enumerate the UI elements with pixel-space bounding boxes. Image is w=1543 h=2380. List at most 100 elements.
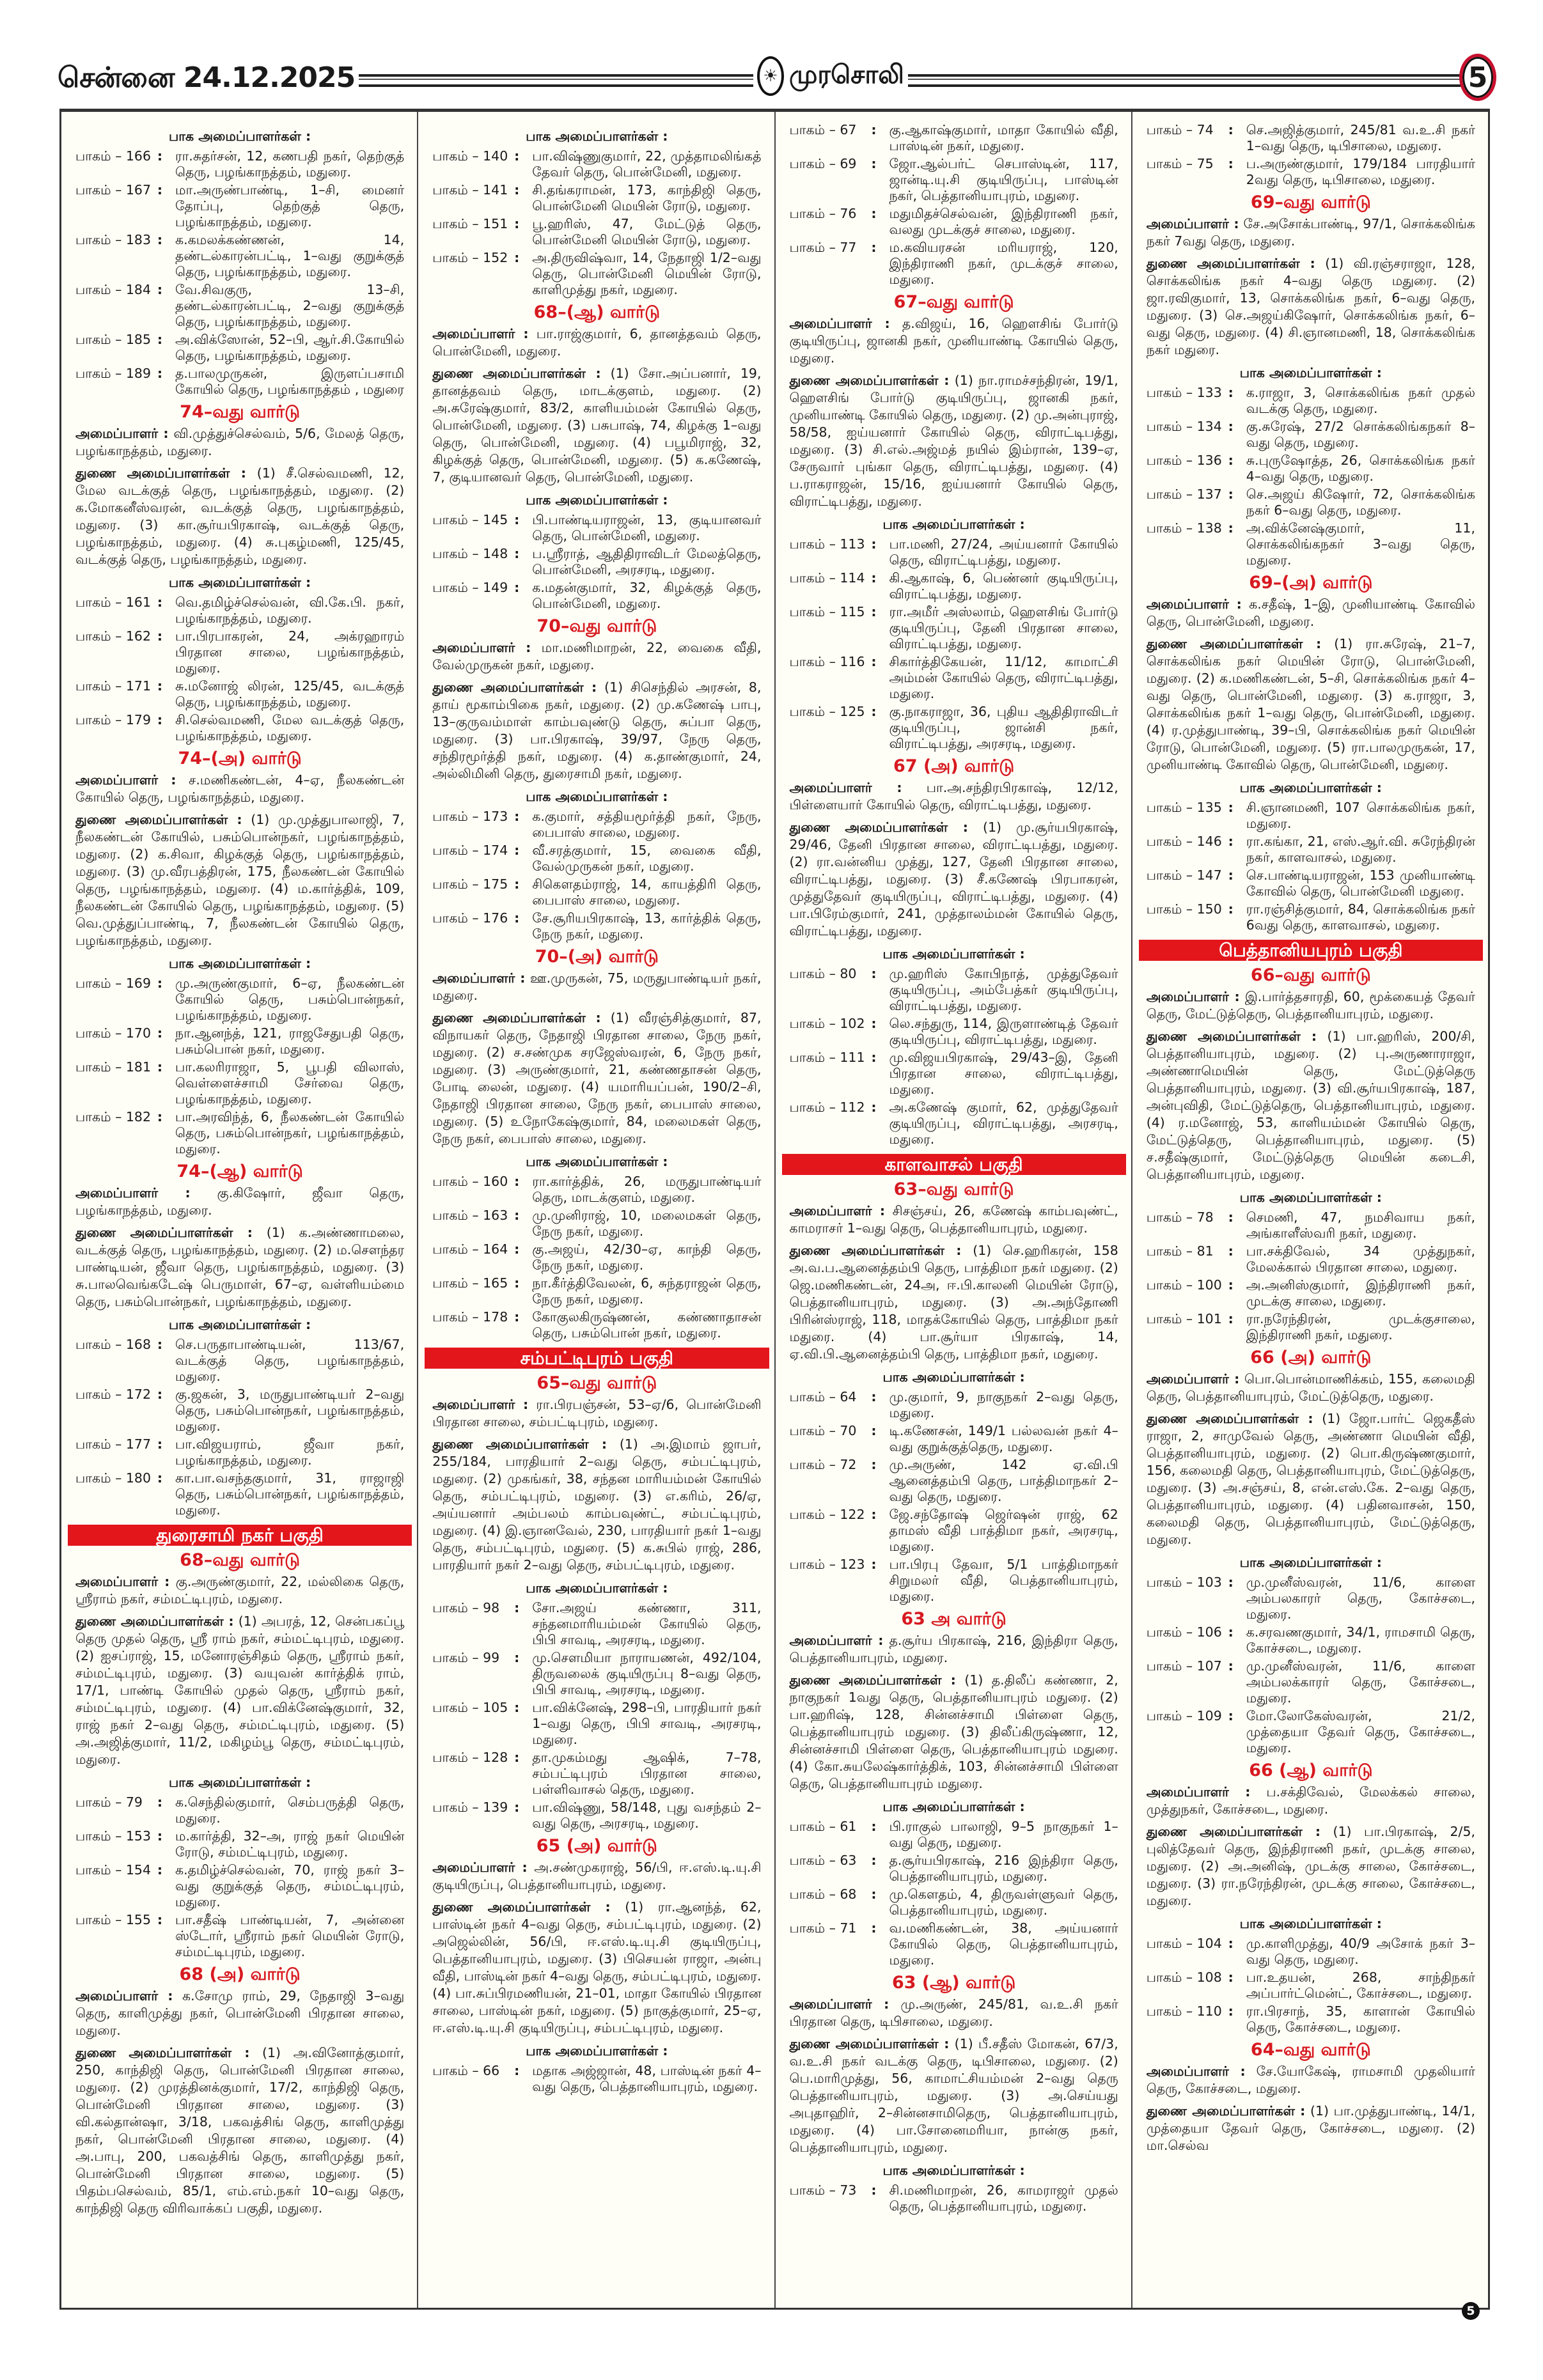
part-organizer-details: பா.சக்திவேல், 34 முத்துநகர், மேலக்கால் ப… xyxy=(1246,1243,1475,1275)
part-entry: பாகம் – 74: செ.அஜித்குமார், 245/81 வ.உ.சி… xyxy=(1147,122,1475,154)
role-details: (1) சிசெந்தில் அரசன், 8, தாய் மூகாம்பிகை… xyxy=(432,680,762,781)
part-entry: பாகம் – 153: ம.கார்த்தி, 32–அ, ராஜ் நகர் … xyxy=(75,1828,404,1860)
role-details: த.சூர்ய பிரகாஷ், 216, இந்திரா தெரு, பெத்… xyxy=(789,1633,1118,1665)
part-entry: பாகம் – 176: சே.சூரியபிரகாஷ், 13, கார்த்த… xyxy=(432,910,761,942)
ward-organizer: அமைப்பாளர் : ச.மணிகண்டன், 4–ஏ, நீலகண்டன்… xyxy=(75,772,404,806)
role-label: துணை அமைப்பாளர்கள் : xyxy=(75,465,246,481)
part-entry: பாகம் – 168: செ.பருதாபாண்டியன், 113/67, வ… xyxy=(75,1337,404,1385)
part-entry: பாகம் – 108: பா.உதயன், 268, சாந்திநகர் அப… xyxy=(1147,1970,1475,2002)
part-organizer-details: மு.செளமியா நாராயணன், 492/104, திருவலைக் … xyxy=(532,1650,762,1697)
part-entry: பாகம் – 67: கு.ஆகாஷ்குமார், மாதா கோயில் வ… xyxy=(790,122,1118,154)
ward-deputy-organizers: துணை அமைப்பாளர்கள் : (1) க.அண்ணாமலை, வடக… xyxy=(75,1224,404,1311)
role-details: ப.சக்திவேல், மேலக்கல் சாலை, முத்துநகர், … xyxy=(1146,1784,1475,1817)
role-details: கு.அருண்குமார், 22, மல்லிகை தெரு, ஸ்ரீரா… xyxy=(75,1574,405,1606)
role-label: துணை அமைப்பாளர்கள் : xyxy=(432,366,601,381)
separator: : xyxy=(871,2182,877,2198)
role-label: துணை அமைப்பாளர்கள் : xyxy=(75,1225,253,1240)
part-number: பாகம் – 136 xyxy=(1146,453,1222,468)
separator: : xyxy=(871,604,877,619)
part-organizer-details: ஜோ.ஆல்பர்ட் செபாஸ்டின், 117, ஜான்டி.யு.ச… xyxy=(889,156,1118,203)
part-number: பாகம் – 74 xyxy=(1146,122,1214,137)
part-entry: பாகம் – 174: வீ.சரத்குமார், 15, வைகை வீதி… xyxy=(432,843,761,875)
part-entry: பாகம் – 171: சு.மனோஜ் லிரன், 125/45, வடக்… xyxy=(75,678,404,710)
part-number: பாகம் – 176 xyxy=(432,910,508,926)
part-number: பாகம் – 71 xyxy=(789,1920,857,1936)
role-details: (1) அ.வினோத்குமார், 250, காந்திஜி தெரு, … xyxy=(75,2045,405,2216)
ward-deputy-organizers: துணை அமைப்பாளர்கள் : (1) த.திலீப் கண்ணா,… xyxy=(790,1672,1118,1793)
role-details: க.சோமு ராம், 29, நேதாஜி 3–வது தெரு, காளி… xyxy=(75,1988,405,2038)
article-body: பாக அமைப்பாளர்கள் : பாகம் – 166: ரா.சுதர்ச… xyxy=(59,109,1490,2310)
part-entry: பாகம் – 149: க.மதன்குமார், 32, கிழக்குத் … xyxy=(432,580,761,612)
role-label: துணை அமைப்பாளர்கள் : xyxy=(1146,2103,1306,2119)
role-label: அமைப்பாளர் : xyxy=(789,316,890,331)
role-details: பா.ராஜ்குமார், 6, தானத்தவம் தெரு, பொன்மே… xyxy=(432,326,762,359)
separator: : xyxy=(871,1853,877,1868)
part-entry: பாகம் – 110: ரா.பிரசாந், 35, காளான் கோயில… xyxy=(1147,2003,1475,2035)
role-label: துணை அமைப்பாளர்கள் : xyxy=(789,1672,956,1688)
part-organizers-subheading: பாக அமைப்பாளர்கள் : xyxy=(882,1799,1025,1814)
part-entry: பாகம் – 70: டி.கணேசன், 149/1 பல்லவன் நகர்… xyxy=(790,1423,1118,1455)
part-organizer-details: சோ.அஜய் கண்ணா, 311, சந்தனமாரியம்மன் கோயி… xyxy=(532,1600,762,1647)
part-number: பாகம் – 154 xyxy=(75,1862,151,1878)
separator: : xyxy=(1228,1936,1234,1951)
separator: : xyxy=(871,206,877,221)
part-number: பாகம் – 99 xyxy=(432,1650,500,1665)
role-details: (1) பா.ஹரிஸ், 200/சி, பெத்தானியாபுரம், ம… xyxy=(1146,1029,1475,1182)
part-entry: பாகம் – 162: பா.பிரபாகரன், 24, அக்ரஹாரம் … xyxy=(75,628,404,676)
part-entry: பாகம் – 112: அ.கணேஷ் குமார், 62, முத்துதே… xyxy=(790,1100,1118,1147)
part-number: பாகம் – 150 xyxy=(1146,901,1222,917)
separator: : xyxy=(157,1059,163,1075)
part-organizers-subheading: பாக அமைப்பாளர்கள் : xyxy=(1239,780,1382,795)
part-organizers-subheading: பாக அமைப்பாளர்கள் : xyxy=(1239,1916,1382,1931)
separator: : xyxy=(871,156,877,171)
separator: : xyxy=(157,1912,163,1927)
separator: : xyxy=(871,1886,877,1902)
part-entry: பாகம் – 99: மு.செளமியா நாராயணன், 492/104,… xyxy=(432,1650,761,1698)
part-number: பாகம் – 128 xyxy=(432,1750,508,1765)
part-organizer-details: க.குமார், சத்தியமூர்த்தி நகர், நேரு, பைப… xyxy=(532,809,762,840)
part-entry: பாகம் – 147: செ.பாண்டியராஜன், 153 முனியாண… xyxy=(1147,867,1475,899)
separator: : xyxy=(514,216,520,231)
part-entry: பாகம் – 72: மு.அருண், 142 ஏ.வி.பி ஆனைத்தம… xyxy=(790,1457,1118,1505)
role-label: அமைப்பாளர் : xyxy=(75,1988,173,2003)
separator: : xyxy=(514,1600,520,1615)
separator: : xyxy=(157,1387,163,1402)
separator: : xyxy=(514,1309,520,1325)
part-organizer-details: அ.விக்ஸோன், 52–பி, ஆர்.சி.கோயில் தெரு, ப… xyxy=(175,332,405,363)
part-organizer-details: மு.ஹரிஸ் கோபிநாத், முத்துதேவர் குடியிருப… xyxy=(889,966,1118,1013)
role-details: சே.அசோக்பாண்டி, 97/1, சொக்கலிங்க நகர் 7வ… xyxy=(1146,216,1475,249)
part-organizer-details: மு.அருண்குமார், 6–ஏ, நீலகண்டன் கோயில் தெ… xyxy=(175,976,405,1023)
separator: : xyxy=(157,1109,163,1124)
part-organizer-details: மு.முனீஸ்வரன், 11/6, காளை அம்பலகாரர் தெர… xyxy=(1246,1575,1475,1622)
ward-heading: 63 (ஆ) வார்டு xyxy=(891,1973,1016,1993)
separator: : xyxy=(157,1862,163,1878)
column-2: பாக அமைப்பாளர்கள் : பாகம் – 140: பா.விஷ்ணு… xyxy=(418,112,776,2308)
ward-deputy-organizers: துணை அமைப்பாளர்கள் : (1) பா.பிரகாஷ், 2/5… xyxy=(1147,1823,1475,1909)
ward-heading: 66 (ஆ) வார்டு xyxy=(1249,1761,1373,1780)
part-entry: பாகம் – 125: கு.நாகராஜா, 36, புதிய ஆதிதிர… xyxy=(790,704,1118,752)
role-details: பொ.பொன்மாணிக்கம், 155, கலைமதி தெரு, பெத்… xyxy=(1146,1371,1475,1404)
part-number: பாகம் – 137 xyxy=(1146,486,1222,502)
separator: : xyxy=(514,809,520,824)
separator: : xyxy=(514,512,520,527)
part-organizer-details: வே.சிவகுரு, 13–சி, தண்டல்காரன்பட்டி, 2–வ… xyxy=(175,282,405,329)
ward-heading: 64–வது வார்டு xyxy=(1250,2040,1371,2060)
ward-organizer: அமைப்பாளர் : பா.ராஜ்குமார், 6, தானத்தவம்… xyxy=(432,325,761,360)
part-entry: பாகம் – 135: சி.ஞானமணி, 107 சொக்கலிங்க நக… xyxy=(1147,800,1475,832)
part-number: பாகம் – 125 xyxy=(789,704,865,719)
role-label: அமைப்பாளர் : xyxy=(1146,2064,1246,2079)
role-details: (1) மு.சூர்யபிரகாஷ், 29/46, தேனி பிரதான … xyxy=(789,820,1118,938)
separator: : xyxy=(1228,419,1234,434)
edition-date: சென்னை 24.12.2025 xyxy=(58,61,359,98)
separator: : xyxy=(157,712,163,727)
separator: : xyxy=(157,976,163,991)
role-details: (1) ஜோ.பார்ட் ஜெகதீஸ் ராஜா, 2, சாமுவேல் … xyxy=(1146,1411,1475,1547)
paper-logo: ☀ முரசொலி xyxy=(753,56,908,96)
part-organizers-subheading: பாக அமைப்பாளர்கள் : xyxy=(168,575,311,590)
role-details: வி.முத்துச்செல்வம், 5/6, மேலத் தெரு, பழங… xyxy=(75,426,405,458)
part-entry: பாகம் – 61: பி.ராகுல் பாலாஜி, 9–5 நாகுநகர… xyxy=(790,1819,1118,1851)
part-organizer-details: ரா.கங்கா, 21, எஸ்.ஆர்.வி. சுரேந்திரன் நக… xyxy=(1246,834,1475,865)
column-1: பாக அமைப்பாளர்கள் : பாகம் – 166: ரா.சுதர்ச… xyxy=(61,112,419,2308)
role-details: மு.அருண், 245/81, வ.உ.சி நகர் பிரதான தெர… xyxy=(789,1996,1118,2029)
part-organizer-details: சு.மனோஜ் லிரன், 125/45, வடக்குத் தெரு, ப… xyxy=(175,678,405,710)
